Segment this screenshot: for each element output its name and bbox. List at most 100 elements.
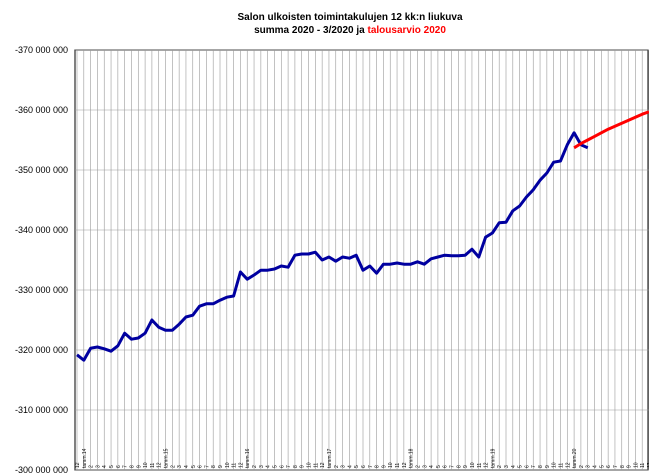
plot-area [74, 49, 649, 471]
x-tick-label: 12 [75, 462, 81, 468]
x-tick-label: 8 [375, 465, 381, 468]
x-tick-label: 7 [286, 465, 292, 468]
x-tick-label: 10 [225, 462, 231, 468]
x-tick-label: 12 [157, 462, 163, 468]
x-tick-label: 9 [545, 465, 551, 468]
x-tick-label: tamm.19 [490, 448, 496, 468]
x-tick-label: 3 [504, 465, 510, 468]
x-tick-label: 6 [606, 465, 612, 468]
x-tick-label: 4 [347, 465, 353, 468]
x-tick-label: 12 [647, 462, 649, 468]
x-tick-label: 2 [89, 465, 95, 468]
x-tick-label: 12 [565, 462, 571, 468]
x-tick-label: 8 [620, 465, 626, 468]
x-tick-label: 10 [143, 462, 149, 468]
x-tick-label: 5 [109, 465, 115, 468]
x-tick-label: 6 [116, 465, 122, 468]
chart-title: summa 2020 - 3/2020 ja [254, 25, 365, 36]
x-tick-label: 6 [524, 465, 530, 468]
x-tick-label: 7 [450, 465, 456, 468]
x-tick-label: tamm.18 [409, 448, 415, 468]
y-tick-label: -340 000 000 [15, 225, 68, 235]
chart-title: talousarvio 2020 [368, 25, 447, 36]
x-tick-label: 2 [252, 465, 258, 468]
x-tick-label: 9 [627, 465, 633, 468]
chart-title: Salon ulkoisten toimintakulujen 12 kk:n … [237, 12, 462, 23]
x-tick-label: 2 [497, 465, 503, 468]
x-tick-label: 3 [422, 465, 428, 468]
y-tick-label: -300 000 000 [15, 465, 68, 474]
x-tick-label: 10 [307, 462, 313, 468]
x-tick-label: 8 [538, 465, 544, 468]
x-tick-label: 6 [279, 465, 285, 468]
y-tick-label: -310 000 000 [15, 405, 68, 415]
x-tick-label: 9 [463, 465, 469, 468]
x-tick-label: 10 [633, 462, 639, 468]
x-tick-label: tamm.20 [572, 448, 578, 468]
x-tick-label: 11 [395, 463, 401, 468]
x-tick-label: tamm.15 [164, 448, 170, 468]
x-tick-label: 5 [436, 465, 442, 468]
x-tick-label: 2 [415, 465, 421, 468]
x-tick-label: 11 [232, 463, 238, 468]
x-tick-label: 4 [593, 465, 599, 468]
x-tick-label: 8 [293, 465, 299, 468]
x-tick-label: 2 [579, 465, 585, 468]
x-tick-label: 9 [136, 465, 142, 468]
x-tick-label: 7 [204, 465, 210, 468]
x-tick-label: 4 [511, 465, 517, 468]
x-tick-label: 3 [95, 465, 101, 468]
y-tick-label: -350 000 000 [15, 165, 68, 175]
x-tick-label: 4 [184, 465, 190, 468]
x-tick-label: 12 [484, 462, 490, 468]
x-tick-label: 8 [456, 465, 462, 468]
x-tick-label: 6 [198, 465, 204, 468]
x-tick-label: tamm.17 [327, 448, 333, 468]
x-tick-label: 11 [558, 463, 564, 468]
x-tick-label: 7 [613, 465, 619, 468]
x-tick-label: 3 [586, 465, 592, 468]
x-tick-label: 11 [477, 463, 483, 468]
y-tick-label: -360 000 000 [15, 105, 68, 115]
x-tick-label: 10 [470, 462, 476, 468]
x-tick-label: 7 [531, 465, 537, 468]
series-line [76, 131, 589, 362]
x-tick-label: 6 [443, 465, 449, 468]
x-tick-label: 7 [123, 465, 129, 468]
x-tick-label: 5 [272, 465, 278, 468]
y-tick-label: -330 000 000 [15, 285, 68, 295]
y-tick-label: -320 000 000 [15, 345, 68, 355]
x-tick-label: 9 [218, 465, 224, 468]
x-tick-label: 12 [238, 462, 244, 468]
x-tick-label: 9 [300, 465, 306, 468]
x-tick-label: 5 [191, 465, 197, 468]
x-tick-label: 4 [266, 465, 272, 468]
x-tick-label: 5 [354, 465, 360, 468]
x-tick-label: 2 [334, 465, 340, 468]
x-tick-label: 7 [368, 465, 374, 468]
x-tick-label: 5 [518, 465, 524, 468]
x-tick-label: 2 [170, 465, 176, 468]
x-tick-label: 9 [381, 465, 387, 468]
x-tick-label: 12 [402, 462, 408, 468]
x-tick-label: 10 [388, 462, 394, 468]
x-tick-label: tamm.14 [82, 448, 88, 468]
x-tick-label: 11 [150, 463, 156, 468]
x-tick-label: 4 [102, 465, 108, 468]
x-tick-label: 3 [259, 465, 265, 468]
y-tick-label: -370 000 000 [15, 45, 68, 55]
x-tick-label: 10 [552, 462, 558, 468]
x-tick-label: 11 [313, 463, 319, 468]
x-tick-label: 5 [599, 465, 605, 468]
x-tick-label: 3 [341, 465, 347, 468]
series-line [573, 110, 649, 150]
x-tick-label: tamm.16 [245, 448, 251, 468]
x-tick-label: 3 [177, 465, 183, 468]
x-tick-label: 8 [211, 465, 217, 468]
x-tick-label: 8 [129, 465, 135, 468]
chart-title: summa 2020 - 3/2020 ja talousarvio 2020 [254, 25, 446, 36]
x-tick-label: 12 [320, 462, 326, 468]
x-tick-label: 4 [429, 465, 435, 468]
x-tick-label: 11 [640, 463, 646, 468]
